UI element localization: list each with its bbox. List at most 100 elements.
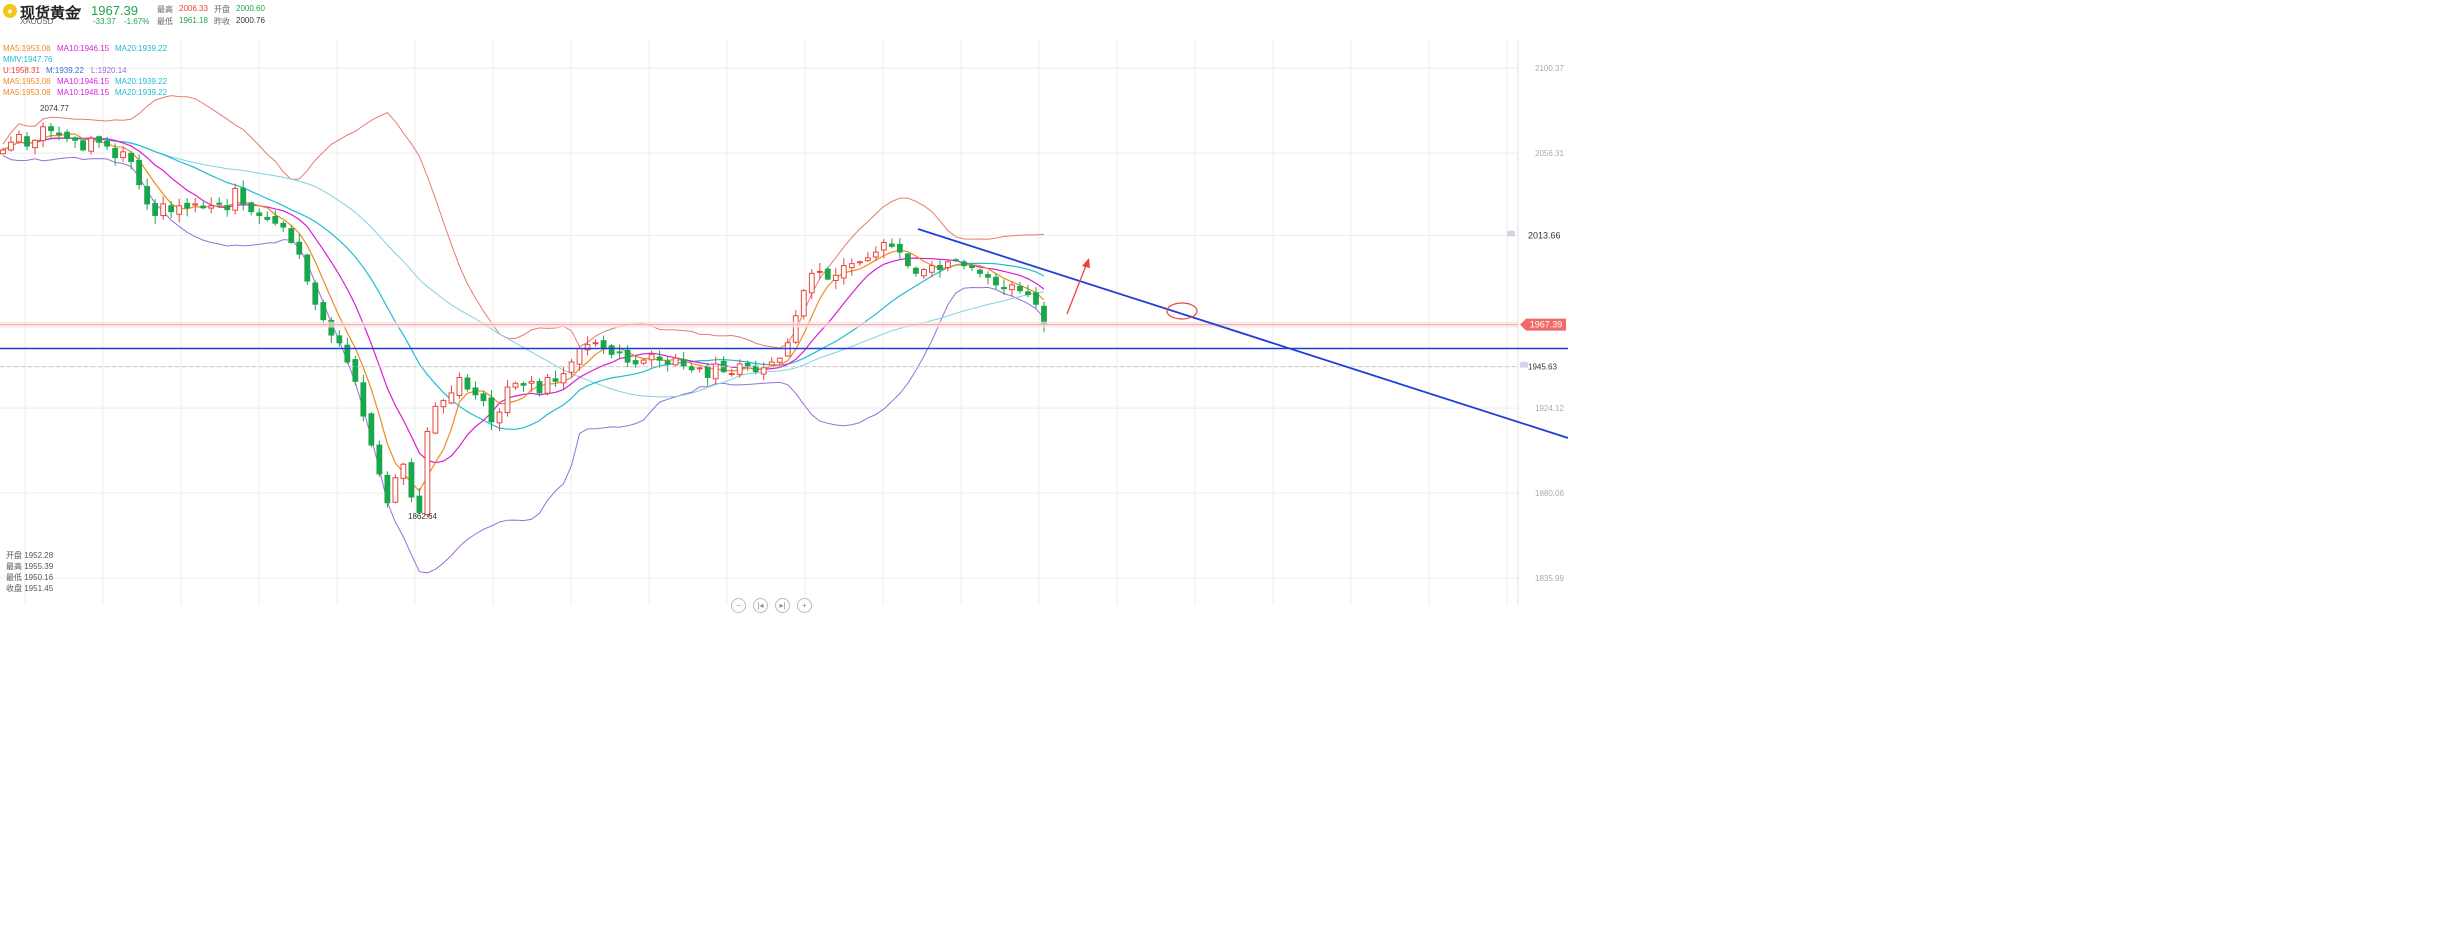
candle-body <box>945 261 951 269</box>
candle-body <box>832 274 839 281</box>
candle-body <box>560 373 567 384</box>
bell-icon <box>1507 230 1515 237</box>
candle-body <box>112 148 119 159</box>
ma5-value-3: MA5:1953.08 <box>3 88 51 97</box>
candle-body <box>928 265 935 273</box>
prev-close-value: 2000.76 <box>236 16 265 25</box>
y-tick-label: 2100.37 <box>1535 64 1564 73</box>
candle-body <box>977 269 983 274</box>
price-change: -33.37 <box>93 17 116 26</box>
candle-body <box>40 126 46 142</box>
candle-body <box>336 335 343 344</box>
candle-body <box>953 259 959 262</box>
ma10-value-2: MA10:1946.15 <box>57 77 110 86</box>
scroll-end-button[interactable]: ▸| <box>775 598 790 613</box>
ma20-value: MA20:1939.22 <box>115 44 168 53</box>
candle-body <box>344 344 351 363</box>
high-annotation: 2074.77 <box>40 104 69 113</box>
intersection-circle <box>1166 302 1198 320</box>
candle-body <box>472 387 479 396</box>
boll-upper-line <box>2 95 1045 349</box>
ohlc-close: 收盘 1951.45 <box>6 584 54 593</box>
candlestick-chart[interactable]: 2074.77 1862.64 2100.37 2056.31 2013.66 1967… <box>0 0 1568 607</box>
up-arrow-line <box>1066 262 1088 315</box>
candle-body <box>432 405 439 434</box>
candle-body <box>464 377 471 390</box>
candle-body <box>640 359 647 364</box>
candle-body <box>32 139 38 149</box>
candle-body <box>504 386 511 414</box>
candle-body <box>864 257 871 262</box>
overlays: 2074.77 1862.64 <box>0 104 1568 521</box>
candle-body <box>24 136 30 147</box>
candle-body <box>232 187 239 211</box>
candle-body <box>456 376 463 397</box>
ma10-line <box>2 137 1045 464</box>
y-tick-label: 1880.06 <box>1535 489 1564 498</box>
candle-body <box>440 400 447 408</box>
candle-body <box>544 376 551 394</box>
symbol-header: ● 现货黄金 ▼ XAUUSD 1967.39 -33.37 -1.67% 最高… <box>0 0 700 28</box>
mmv-line <box>2 137 1045 398</box>
candle-body <box>320 302 327 321</box>
candle-body <box>208 205 215 209</box>
candle-body <box>800 290 807 317</box>
candle-body <box>0 149 6 155</box>
candle-body <box>368 413 375 446</box>
low-annotation: 1862.64 <box>408 512 437 521</box>
candle-body <box>72 137 78 141</box>
candle-body <box>896 243 903 253</box>
candle-body <box>704 365 711 378</box>
mmv-value: MMV:1947.76 <box>3 55 53 64</box>
candle-body <box>416 495 423 513</box>
candles <box>0 122 1047 518</box>
candle-body <box>8 141 14 151</box>
candle-body <box>985 274 991 278</box>
chevron-down-icon[interactable]: ▼ <box>75 6 83 15</box>
candle-body <box>912 267 919 274</box>
candle-body <box>937 264 943 270</box>
candle-body <box>576 348 583 365</box>
ma5-line <box>2 133 1045 492</box>
candle-body <box>184 202 191 209</box>
candle-body <box>792 315 799 343</box>
descending-trendline <box>917 228 1568 439</box>
candle-body <box>712 363 719 380</box>
candle-body <box>688 366 695 371</box>
boll-upper-value: U:1958.31 <box>3 66 40 75</box>
symbol-name[interactable]: 现货黄金 <box>20 5 81 22</box>
candle-body <box>248 202 255 213</box>
prev-close-label: 昨收 <box>214 17 230 26</box>
candle-body <box>696 367 703 370</box>
candle-body <box>880 241 887 251</box>
y-tick-label: 1945.63 <box>1528 363 1557 372</box>
gold-coin-icon: ● <box>3 4 17 18</box>
candle-body <box>616 351 623 354</box>
candle-body <box>488 397 495 423</box>
zoom-in-button[interactable]: + <box>797 598 812 613</box>
candle-body <box>16 133 22 143</box>
candle-body <box>448 392 455 404</box>
candle-body <box>280 223 287 228</box>
ma20-value-2: MA20:1939.22 <box>115 77 168 86</box>
candle-body <box>672 357 679 366</box>
price-axis: 2100.37 2056.31 2013.66 1967.39 1945.63 1924.… <box>1507 64 1566 583</box>
candle-body <box>632 360 639 365</box>
candle-body <box>104 140 110 147</box>
candle-body <box>512 382 519 388</box>
zoom-out-button[interactable]: − <box>731 598 746 613</box>
candle-body <box>424 430 431 516</box>
symbol-code: XAUUSD <box>20 17 54 26</box>
candle-body <box>168 205 175 213</box>
candle-body <box>592 342 599 345</box>
candle-body <box>152 203 159 216</box>
candle-body <box>160 203 167 217</box>
candle-body <box>656 356 663 361</box>
open-value: 2000.60 <box>236 4 265 13</box>
candle-body <box>408 462 415 498</box>
scroll-start-button[interactable]: |◂ <box>753 598 768 613</box>
candle-body <box>224 205 231 211</box>
candle-body <box>816 270 823 273</box>
y-tick-label: 1835.99 <box>1535 574 1564 583</box>
candle-body <box>400 463 407 479</box>
